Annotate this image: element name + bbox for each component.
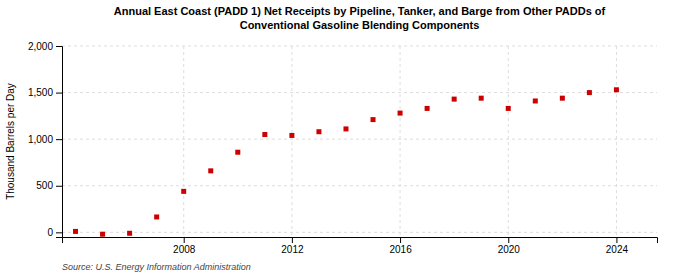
y-tick-label: 500 xyxy=(36,180,53,191)
grid-line-x xyxy=(183,46,184,237)
y-tick-mark xyxy=(56,46,62,47)
points xyxy=(73,87,619,236)
y-axis-label: Thousand Barrels per Day xyxy=(5,83,16,200)
y-tick: 500 xyxy=(36,180,62,191)
y-tick-label: 0 xyxy=(47,227,53,238)
grid-line-x xyxy=(508,46,509,237)
point xyxy=(452,97,457,102)
point xyxy=(587,90,592,95)
x-tick: 2012 xyxy=(281,237,304,255)
x-tick-label: 2024 xyxy=(606,244,629,255)
point xyxy=(73,229,78,234)
point xyxy=(533,98,538,103)
grid-line-x xyxy=(616,46,617,237)
point xyxy=(479,96,484,101)
point xyxy=(398,111,403,116)
point xyxy=(181,189,186,194)
chart: 2008 2012 2016 2020 2024 0 500 1,000 1,500 2,000 A… xyxy=(0,0,675,275)
x-tick: 2020 xyxy=(498,237,521,255)
grid-line-y xyxy=(62,185,657,186)
grid-line-y xyxy=(62,139,657,140)
point xyxy=(235,150,240,155)
y-tick: 0 xyxy=(47,227,62,238)
point xyxy=(614,87,619,92)
title-line: Conventional Gasoline Blending Component… xyxy=(240,19,480,31)
x-tick-mark xyxy=(292,237,293,243)
y-axis: 0 500 1,000 1,500 2,000 xyxy=(28,41,63,238)
y-tick-mark xyxy=(56,232,62,233)
y-tick-mark xyxy=(56,93,62,94)
grid-line-y xyxy=(62,92,657,93)
point xyxy=(262,132,267,137)
x-axis-line xyxy=(63,238,658,244)
point xyxy=(425,106,430,111)
title-line: Annual East Coast (PADD 1) Net Receipts … xyxy=(114,5,606,17)
x-tick-mark xyxy=(184,237,185,243)
y-tick-mark xyxy=(56,186,62,187)
point xyxy=(371,117,376,122)
x-tick-label: 2020 xyxy=(498,244,521,255)
plot: 2008 2012 2016 2020 2024 0 500 1,000 1,500 2,000 xyxy=(28,41,658,255)
x-tick: 2008 xyxy=(173,237,196,255)
x-tick: 2024 xyxy=(606,237,629,255)
point xyxy=(100,232,105,237)
x-tick-label: 2016 xyxy=(389,244,412,255)
point xyxy=(208,168,213,173)
title: Annual East Coast (PADD 1) Net Receipts … xyxy=(114,5,606,31)
y-tick-label: 2,000 xyxy=(28,41,53,52)
grid xyxy=(62,46,657,237)
y-tick-label: 1,000 xyxy=(28,134,53,145)
x-tick-label: 2012 xyxy=(281,244,304,255)
x-tick-label: 2008 xyxy=(173,244,196,255)
point xyxy=(560,96,565,101)
y-tick-mark xyxy=(56,139,62,140)
annotation: Source: U.S. Energy Information Administ… xyxy=(62,262,251,272)
point xyxy=(289,133,294,138)
grid-line-y xyxy=(62,232,657,233)
x-axis: 2008 2012 2016 2020 2024 xyxy=(63,237,658,255)
point xyxy=(316,129,321,134)
y-tick: 2,000 xyxy=(28,41,62,52)
y-tick: 1,500 xyxy=(28,87,62,98)
x-tick-mark xyxy=(508,237,509,243)
y-tick: 1,000 xyxy=(28,134,62,145)
point xyxy=(127,231,132,236)
y-axis-line xyxy=(56,47,63,238)
y-tick-label: 1,500 xyxy=(28,87,53,98)
point xyxy=(343,126,348,131)
x-tick-mark xyxy=(616,237,617,243)
x-tick: 2016 xyxy=(389,237,412,255)
x-tick-mark xyxy=(400,237,401,243)
grid-line-y xyxy=(62,46,657,47)
grid-line-x xyxy=(291,46,292,237)
grid-line-x xyxy=(400,46,401,237)
point xyxy=(506,106,511,111)
point xyxy=(154,214,159,219)
